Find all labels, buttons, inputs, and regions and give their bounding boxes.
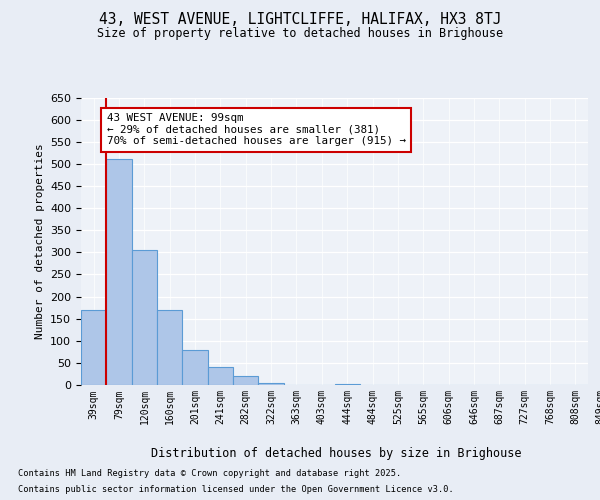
Text: 201sqm: 201sqm bbox=[190, 389, 200, 424]
Bar bbox=[208, 368, 233, 385]
Y-axis label: Number of detached properties: Number of detached properties bbox=[35, 144, 44, 339]
Bar bbox=[182, 350, 208, 385]
Text: Contains HM Land Registry data © Crown copyright and database right 2025.: Contains HM Land Registry data © Crown c… bbox=[18, 468, 401, 477]
Text: 687sqm: 687sqm bbox=[494, 389, 504, 424]
Text: 322sqm: 322sqm bbox=[266, 389, 276, 424]
Text: 768sqm: 768sqm bbox=[545, 389, 555, 424]
Text: 565sqm: 565sqm bbox=[418, 389, 428, 424]
Text: 808sqm: 808sqm bbox=[571, 389, 580, 424]
Text: 606sqm: 606sqm bbox=[443, 389, 454, 424]
Text: 120sqm: 120sqm bbox=[139, 389, 149, 424]
Text: 241sqm: 241sqm bbox=[215, 389, 226, 424]
Text: 43, WEST AVENUE, LIGHTCLIFFE, HALIFAX, HX3 8TJ: 43, WEST AVENUE, LIGHTCLIFFE, HALIFAX, H… bbox=[99, 12, 501, 28]
Bar bbox=[233, 376, 259, 385]
Text: 484sqm: 484sqm bbox=[368, 389, 377, 424]
Bar bbox=[106, 160, 132, 385]
Text: 39sqm: 39sqm bbox=[89, 389, 98, 418]
Bar bbox=[259, 383, 284, 385]
Text: 363sqm: 363sqm bbox=[292, 389, 301, 424]
Text: 79sqm: 79sqm bbox=[114, 389, 124, 418]
Text: Contains public sector information licensed under the Open Government Licence v3: Contains public sector information licen… bbox=[18, 485, 454, 494]
Text: 525sqm: 525sqm bbox=[393, 389, 403, 424]
Text: 282sqm: 282sqm bbox=[241, 389, 251, 424]
Text: 160sqm: 160sqm bbox=[165, 389, 175, 424]
Text: 849sqm: 849sqm bbox=[596, 389, 600, 424]
Bar bbox=[157, 310, 182, 385]
Text: 444sqm: 444sqm bbox=[342, 389, 352, 424]
Text: Size of property relative to detached houses in Brighouse: Size of property relative to detached ho… bbox=[97, 28, 503, 40]
Text: Distribution of detached houses by size in Brighouse: Distribution of detached houses by size … bbox=[151, 448, 521, 460]
Bar bbox=[81, 310, 106, 385]
Text: 727sqm: 727sqm bbox=[520, 389, 530, 424]
Text: 403sqm: 403sqm bbox=[317, 389, 327, 424]
Text: 43 WEST AVENUE: 99sqm
← 29% of detached houses are smaller (381)
70% of semi-det: 43 WEST AVENUE: 99sqm ← 29% of detached … bbox=[107, 113, 406, 146]
Bar bbox=[132, 250, 157, 385]
Bar bbox=[335, 384, 360, 385]
Text: 646sqm: 646sqm bbox=[469, 389, 479, 424]
